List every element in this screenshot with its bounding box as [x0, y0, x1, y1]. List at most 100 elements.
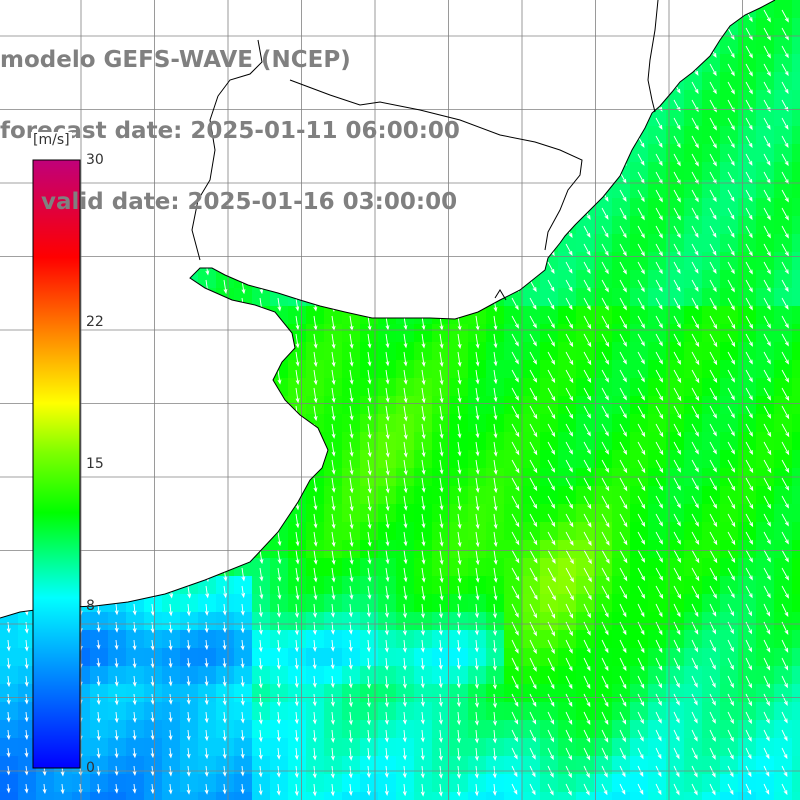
wind-speed-cell: [540, 450, 559, 469]
wind-arrow: [475, 405, 480, 421]
wind-arrow: [691, 459, 699, 473]
wind-arrow: [331, 387, 336, 404]
wind-speed-cell: [468, 576, 487, 595]
wind-speed-cell: [666, 756, 685, 775]
wind-speed-cell: [252, 558, 271, 577]
wind-arrow: [6, 657, 11, 670]
wind-arrow: [565, 747, 573, 761]
wind-speed-cell: [684, 486, 703, 505]
wind-speed-cell: [18, 756, 37, 775]
wind-speed-cell: [576, 270, 595, 289]
wind-speed-cell: [648, 522, 667, 541]
wind-arrow: [204, 711, 209, 724]
wind-speed-cell: [162, 720, 181, 739]
wind-arrow: [421, 495, 426, 511]
wind-speed-cell: [378, 396, 397, 415]
wind-arrow: [745, 675, 753, 689]
wind-arrow: [240, 729, 245, 742]
wind-speed-cell: [558, 792, 577, 800]
wind-speed-cell: [684, 378, 703, 397]
wind-arrow: [439, 387, 444, 404]
wind-speed-cell: [720, 684, 739, 703]
wind-arrow: [168, 639, 173, 651]
wind-arrow: [511, 315, 519, 329]
wind-speed-cell: [486, 486, 505, 505]
wind-arrow: [691, 729, 698, 742]
wind-speed-cell: [234, 594, 253, 613]
wind-arrow: [727, 549, 736, 563]
wind-arrow: [655, 693, 662, 707]
wind-arrow: [781, 513, 789, 527]
wind-speed-cell: [558, 486, 577, 505]
wind-arrow: [439, 333, 444, 349]
wind-arrow: [114, 603, 119, 616]
wind-arrow: [547, 369, 556, 384]
wind-speed-cell: [576, 720, 595, 739]
wind-speed-cell: [774, 450, 793, 469]
wind-arrow: [421, 423, 426, 440]
wind-speed-cell: [270, 756, 289, 775]
wind-arrow: [403, 477, 408, 494]
wind-arrow: [655, 387, 664, 402]
wind-arrow: [781, 495, 789, 509]
wind-speed-cell: [126, 774, 145, 793]
wind-speed-cell: [378, 594, 397, 613]
wind-speed-cell: [468, 612, 487, 631]
wind-arrow: [313, 315, 318, 331]
wind-speed-cell: [504, 612, 523, 631]
wind-arrow: [655, 243, 663, 257]
wind-arrow: [763, 711, 770, 724]
wind-speed-cell: [306, 576, 325, 595]
wind-speed-cell: [684, 180, 703, 199]
wind-speed-cell: [720, 486, 739, 505]
wind-speed-cell: [414, 720, 433, 739]
wind-arrow: [277, 603, 281, 618]
wind-arrow: [745, 783, 752, 795]
wind-speed-cell: [522, 576, 541, 595]
wind-speed-cell: [720, 414, 739, 433]
wind-speed-cell: [774, 720, 793, 739]
wind-speed-cell: [630, 504, 649, 523]
wind-arrow: [547, 333, 555, 347]
wind-arrow: [457, 459, 462, 475]
wind-speed-cell: [648, 126, 667, 145]
wind-speed-cell: [702, 252, 721, 271]
wind-speed-cell: [576, 396, 595, 415]
wind-arrow: [673, 333, 681, 347]
wind-arrow: [637, 495, 646, 510]
wind-speed-cell: [630, 162, 649, 181]
wind-arrow: [691, 513, 699, 527]
wind-arrow: [781, 441, 790, 456]
wind-arrow: [673, 297, 681, 310]
wind-arrow: [601, 369, 609, 383]
wind-arrow: [312, 765, 317, 779]
wind-speed-cell: [738, 612, 757, 631]
wind-arrow: [385, 405, 390, 422]
wind-speed-cell: [342, 774, 361, 793]
wind-speed-cell: [558, 432, 577, 451]
wind-arrow: [565, 405, 574, 420]
wind-speed-cell: [90, 630, 109, 649]
wind-speed-cell: [630, 180, 649, 199]
wind-speed-cell: [702, 216, 721, 235]
wind-speed-cell: [558, 396, 577, 415]
wind-arrow: [330, 639, 335, 652]
wind-arrow: [565, 423, 574, 437]
wind-arrow: [367, 441, 372, 458]
wind-arrow: [348, 603, 353, 618]
wind-speed-cell: [198, 594, 217, 613]
wind-arrow: [330, 729, 335, 743]
wind-speed-cell: [648, 324, 667, 343]
wind-speed-cell: [756, 576, 775, 595]
wind-speed-cell: [792, 756, 800, 775]
wind-speed-cell: [270, 594, 289, 613]
wind-speed-cell: [702, 126, 721, 145]
wind-speed-cell: [378, 540, 397, 559]
wind-speed-cell: [684, 774, 703, 793]
wind-speed-cell: [630, 522, 649, 541]
wind-speed-cell: [540, 522, 559, 541]
wind-arrow: [511, 387, 519, 401]
wind-arrow: [655, 495, 663, 509]
wind-arrow: [763, 297, 771, 311]
wind-speed-cell: [198, 792, 217, 800]
